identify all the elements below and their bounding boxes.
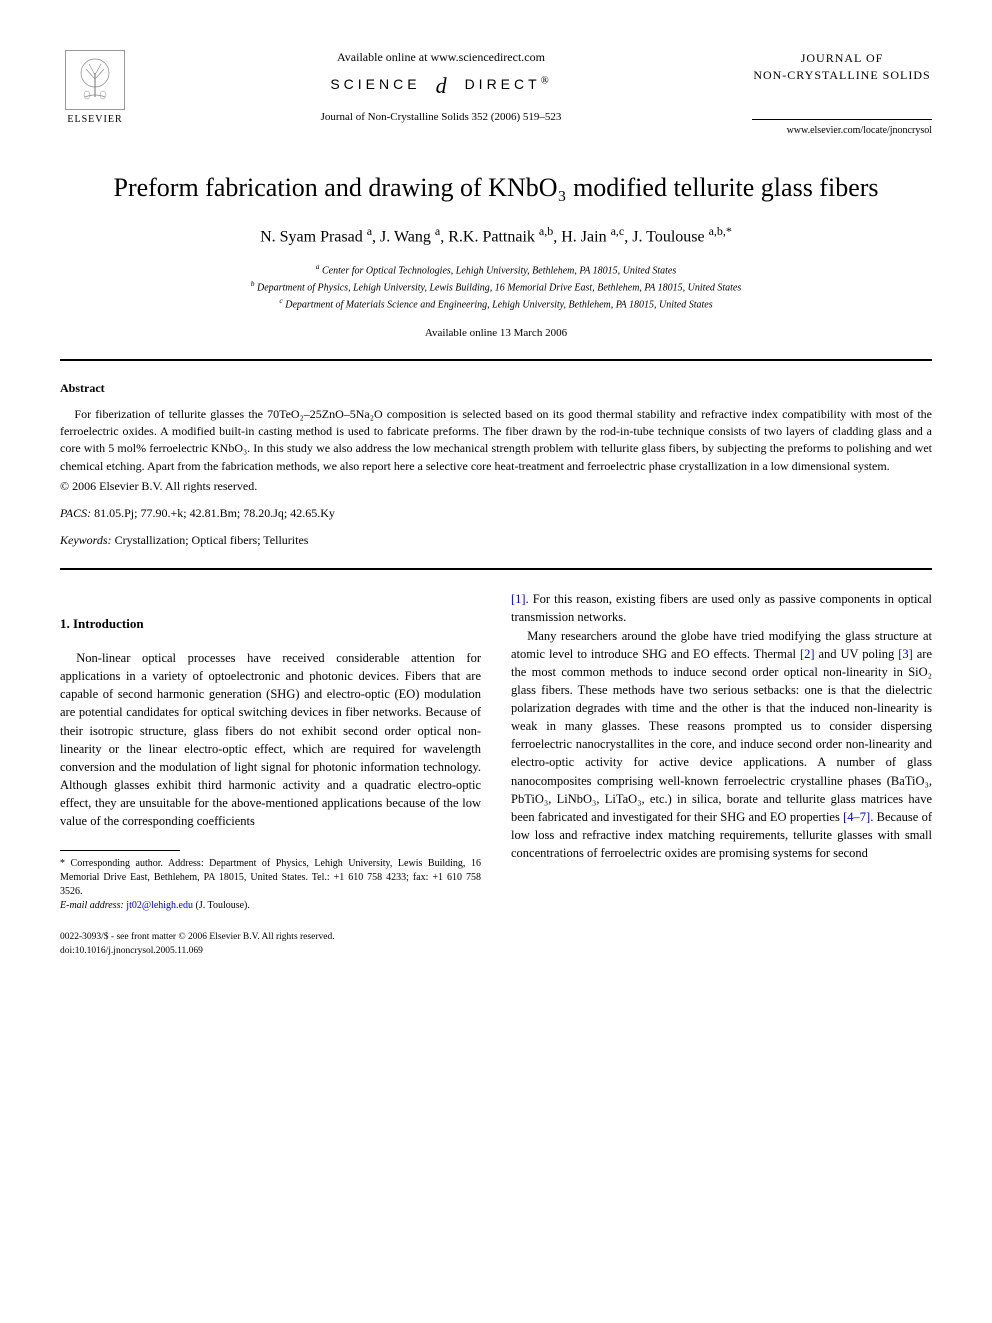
abstract-body: For fiberization of tellurite glasses th… [60,406,932,476]
doi-block: 0022-3093/$ - see front matter © 2006 El… [60,931,481,958]
affiliation-a: a Center for Optical Technologies, Lehig… [60,261,932,278]
title-divider [60,359,932,361]
page-header: ELSEVIER Available online at www.science… [60,50,932,136]
keywords-label: Keywords: [60,533,112,547]
ref-4-7-link[interactable]: [4–7] [843,810,870,824]
journal-name: JOURNAL OF NON-CRYSTALLINE SOLIDS [752,50,932,84]
journal-citation: Journal of Non-Crystalline Solids 352 (2… [150,111,732,123]
pacs-label: PACS: [60,506,91,520]
author-list: N. Syam Prasad a, J. Wang a, R.K. Pattna… [60,224,932,246]
elsevier-tree-icon [65,50,125,110]
header-center: Available online at www.sciencedirect.co… [130,50,752,123]
ref-1-link[interactable]: [1] [511,592,526,606]
ref-3-link[interactable]: [3] [898,647,913,661]
affiliation-c: c Department of Materials Science and En… [60,295,932,312]
doi-line2: doi:10.1016/j.jnoncrysol.2005.11.069 [60,945,481,958]
right-column: [1]. For this reason, existing fibers ar… [511,590,932,958]
doi-line1: 0022-3093/$ - see front matter © 2006 El… [60,931,481,944]
intro-p1-cont-text: . For this reason, existing fibers are u… [511,592,932,624]
article-title: Preform fabrication and drawing of KNbO₃… [60,171,932,205]
footnote-email-line: E-mail address: jt02@lehigh.edu (J. Toul… [60,899,481,913]
footnote-address: * Corresponding author. Address: Departm… [60,857,481,899]
pacs-line: PACS: 81.05.Pj; 77.90.+k; 42.81.Bm; 78.2… [60,506,932,521]
elsevier-logo-text: ELSEVIER [67,114,122,125]
abstract-heading: Abstract [60,381,932,396]
footnote-email-label: E-mail address: [60,900,124,911]
section-1-heading: 1. Introduction [60,615,481,634]
keywords-line: Keywords: Crystallization; Optical fiber… [60,533,932,548]
journal-name-line1: JOURNAL OF [752,50,932,67]
elsevier-logo: ELSEVIER [60,50,130,125]
footnote-separator [60,850,180,851]
keywords-list: Crystallization; Optical fibers; Telluri… [115,533,309,547]
left-column: 1. Introduction Non-linear optical proce… [60,590,481,958]
corresponding-author-footnote: * Corresponding author. Address: Departm… [60,857,481,913]
footnote-email-link[interactable]: jt02@lehigh.edu [126,900,193,911]
intro-paragraph-2: Many researchers around the globe have t… [511,627,932,863]
pacs-codes: 81.05.Pj; 77.90.+k; 42.81.Bm; 78.20.Jq; … [94,506,335,520]
affiliation-b: b Department of Physics, Lehigh Universi… [60,278,932,295]
body-columns: 1. Introduction Non-linear optical proce… [60,590,932,958]
abstract-copyright: © 2006 Elsevier B.V. All rights reserved… [60,479,932,494]
intro-paragraph-1: Non-linear optical processes have receiv… [60,649,481,830]
sciencedirect-logo: SCIENCE d DIRECT® [150,73,732,99]
header-divider [752,119,932,120]
journal-url: www.elsevier.com/locate/jnoncrysol [752,125,932,136]
intro-paragraph-1-cont: [1]. For this reason, existing fibers ar… [511,590,932,626]
header-right: JOURNAL OF NON-CRYSTALLINE SOLIDS www.el… [752,50,932,136]
abstract-divider [60,568,932,570]
ref-2-link[interactable]: [2] [800,647,815,661]
footnote-email-who: (J. Toulouse). [196,900,250,911]
journal-name-line2: NON-CRYSTALLINE SOLIDS [752,67,932,84]
available-online-text: Available online at www.sciencedirect.co… [150,50,732,65]
affiliations: a Center for Optical Technologies, Lehig… [60,261,932,313]
available-date: Available online 13 March 2006 [60,327,932,339]
